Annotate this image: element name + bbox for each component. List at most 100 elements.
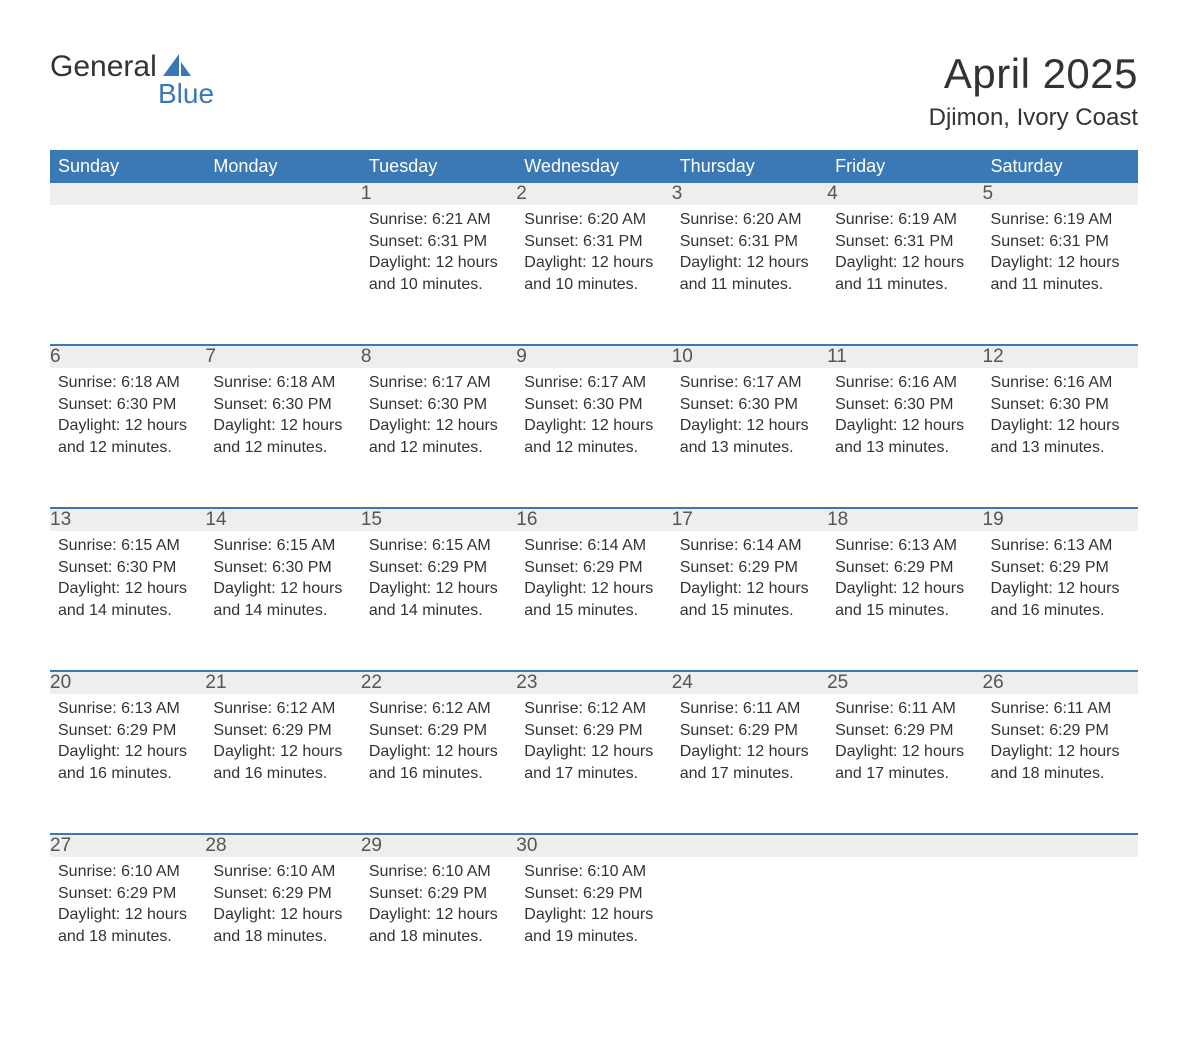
day-cell: Sunrise: 6:17 AMSunset: 6:30 PMDaylight:… [672, 368, 827, 508]
sunset-line: Sunset: 6:29 PM [680, 557, 819, 579]
sunrise-line: Sunrise: 6:11 AM [680, 698, 819, 720]
day-number-cell: 5 [983, 183, 1138, 205]
day-body: Sunrise: 6:14 AMSunset: 6:29 PMDaylight:… [672, 531, 827, 635]
daylight-line: Daylight: 12 hours and 13 minutes. [680, 415, 819, 458]
calendar-header-row: SundayMondayTuesdayWednesdayThursdayFrid… [50, 150, 1138, 183]
daylight-line: Daylight: 12 hours and 11 minutes. [835, 252, 974, 295]
sunrise-line: Sunrise: 6:21 AM [369, 209, 508, 231]
day-cell: Sunrise: 6:19 AMSunset: 6:31 PMDaylight:… [983, 205, 1138, 345]
sunrise-line: Sunrise: 6:20 AM [524, 209, 663, 231]
day-cell: Sunrise: 6:18 AMSunset: 6:30 PMDaylight:… [50, 368, 205, 508]
day-cell [983, 857, 1138, 997]
sunrise-line: Sunrise: 6:10 AM [213, 861, 352, 883]
day-number-cell: 14 [205, 508, 360, 531]
day-cell: Sunrise: 6:13 AMSunset: 6:29 PMDaylight:… [50, 694, 205, 834]
daylight-line: Daylight: 12 hours and 12 minutes. [58, 415, 197, 458]
sunrise-line: Sunrise: 6:14 AM [680, 535, 819, 557]
daylight-line: Daylight: 12 hours and 18 minutes. [991, 741, 1130, 784]
sunrise-line: Sunrise: 6:17 AM [524, 372, 663, 394]
day-body: Sunrise: 6:20 AMSunset: 6:31 PMDaylight:… [516, 205, 671, 309]
daylight-line: Daylight: 12 hours and 17 minutes. [680, 741, 819, 784]
day-body: Sunrise: 6:12 AMSunset: 6:29 PMDaylight:… [516, 694, 671, 798]
day-body: Sunrise: 6:13 AMSunset: 6:29 PMDaylight:… [50, 694, 205, 798]
day-cell: Sunrise: 6:11 AMSunset: 6:29 PMDaylight:… [827, 694, 982, 834]
sunrise-line: Sunrise: 6:13 AM [58, 698, 197, 720]
daylight-line: Daylight: 12 hours and 14 minutes. [369, 578, 508, 621]
daylight-line: Daylight: 12 hours and 18 minutes. [369, 904, 508, 947]
day-cell: Sunrise: 6:13 AMSunset: 6:29 PMDaylight:… [827, 531, 982, 671]
sunset-line: Sunset: 6:29 PM [680, 720, 819, 742]
daylight-line: Daylight: 12 hours and 16 minutes. [58, 741, 197, 784]
day-number-cell: 22 [361, 671, 516, 694]
sunset-line: Sunset: 6:30 PM [58, 394, 197, 416]
day-number-cell [983, 834, 1138, 857]
sunset-line: Sunset: 6:30 PM [369, 394, 508, 416]
sunrise-line: Sunrise: 6:20 AM [680, 209, 819, 231]
sunrise-line: Sunrise: 6:14 AM [524, 535, 663, 557]
day-number-cell: 26 [983, 671, 1138, 694]
day-cell: Sunrise: 6:18 AMSunset: 6:30 PMDaylight:… [205, 368, 360, 508]
day-number-cell: 30 [516, 834, 671, 857]
daylight-line: Daylight: 12 hours and 12 minutes. [524, 415, 663, 458]
sunset-line: Sunset: 6:29 PM [58, 883, 197, 905]
daylight-line: Daylight: 12 hours and 11 minutes. [991, 252, 1130, 295]
day-cell: Sunrise: 6:10 AMSunset: 6:29 PMDaylight:… [361, 857, 516, 997]
daylight-line: Daylight: 12 hours and 18 minutes. [213, 904, 352, 947]
location-label: Djimon, Ivory Coast [929, 104, 1138, 132]
daylight-line: Daylight: 12 hours and 19 minutes. [524, 904, 663, 947]
day-number-cell: 15 [361, 508, 516, 531]
sunset-line: Sunset: 6:29 PM [524, 883, 663, 905]
day-body: Sunrise: 6:10 AMSunset: 6:29 PMDaylight:… [361, 857, 516, 961]
sunrise-line: Sunrise: 6:18 AM [58, 372, 197, 394]
day-cell: Sunrise: 6:12 AMSunset: 6:29 PMDaylight:… [205, 694, 360, 834]
day-number-cell: 29 [361, 834, 516, 857]
day-cell: Sunrise: 6:10 AMSunset: 6:29 PMDaylight:… [50, 857, 205, 997]
day-number-cell: 23 [516, 671, 671, 694]
day-number-cell: 10 [672, 345, 827, 368]
day-number-cell: 12 [983, 345, 1138, 368]
daylight-line: Daylight: 12 hours and 11 minutes. [680, 252, 819, 295]
day-number-cell: 13 [50, 508, 205, 531]
day-cell: Sunrise: 6:14 AMSunset: 6:29 PMDaylight:… [516, 531, 671, 671]
sunrise-line: Sunrise: 6:12 AM [524, 698, 663, 720]
sunrise-line: Sunrise: 6:18 AM [213, 372, 352, 394]
sunrise-line: Sunrise: 6:10 AM [369, 861, 508, 883]
day-cell: Sunrise: 6:21 AMSunset: 6:31 PMDaylight:… [361, 205, 516, 345]
day-number-cell: 28 [205, 834, 360, 857]
brand-word1: General [50, 50, 157, 84]
day-cell: Sunrise: 6:10 AMSunset: 6:29 PMDaylight:… [516, 857, 671, 997]
day-body: Sunrise: 6:19 AMSunset: 6:31 PMDaylight:… [983, 205, 1138, 309]
day-number-cell: 24 [672, 671, 827, 694]
sunset-line: Sunset: 6:31 PM [991, 231, 1130, 253]
day-body: Sunrise: 6:13 AMSunset: 6:29 PMDaylight:… [983, 531, 1138, 635]
day-body: Sunrise: 6:21 AMSunset: 6:31 PMDaylight:… [361, 205, 516, 309]
day-cell [50, 205, 205, 345]
day-cell: Sunrise: 6:17 AMSunset: 6:30 PMDaylight:… [361, 368, 516, 508]
day-number-cell [672, 834, 827, 857]
sunset-line: Sunset: 6:29 PM [58, 720, 197, 742]
sunset-line: Sunset: 6:31 PM [680, 231, 819, 253]
sunrise-line: Sunrise: 6:12 AM [369, 698, 508, 720]
day-body: Sunrise: 6:11 AMSunset: 6:29 PMDaylight:… [983, 694, 1138, 798]
sunrise-line: Sunrise: 6:19 AM [991, 209, 1130, 231]
day-cell: Sunrise: 6:20 AMSunset: 6:31 PMDaylight:… [516, 205, 671, 345]
daylight-line: Daylight: 12 hours and 16 minutes. [213, 741, 352, 784]
day-body: Sunrise: 6:13 AMSunset: 6:29 PMDaylight:… [827, 531, 982, 635]
daylight-line: Daylight: 12 hours and 15 minutes. [524, 578, 663, 621]
sunset-line: Sunset: 6:29 PM [213, 720, 352, 742]
day-body: Sunrise: 6:15 AMSunset: 6:29 PMDaylight:… [361, 531, 516, 635]
brand-logo: General Blue [50, 50, 214, 110]
brand-word2: Blue [158, 78, 214, 110]
sunset-line: Sunset: 6:30 PM [524, 394, 663, 416]
day-number-cell: 4 [827, 183, 982, 205]
day-number-cell: 9 [516, 345, 671, 368]
day-cell: Sunrise: 6:15 AMSunset: 6:30 PMDaylight:… [50, 531, 205, 671]
daylight-line: Daylight: 12 hours and 10 minutes. [369, 252, 508, 295]
sunset-line: Sunset: 6:30 PM [213, 394, 352, 416]
sunset-line: Sunset: 6:29 PM [835, 720, 974, 742]
day-cell: Sunrise: 6:11 AMSunset: 6:29 PMDaylight:… [672, 694, 827, 834]
day-body: Sunrise: 6:10 AMSunset: 6:29 PMDaylight:… [516, 857, 671, 961]
calendar-table: SundayMondayTuesdayWednesdayThursdayFrid… [50, 150, 1138, 997]
day-number-cell [205, 183, 360, 205]
sunset-line: Sunset: 6:30 PM [213, 557, 352, 579]
